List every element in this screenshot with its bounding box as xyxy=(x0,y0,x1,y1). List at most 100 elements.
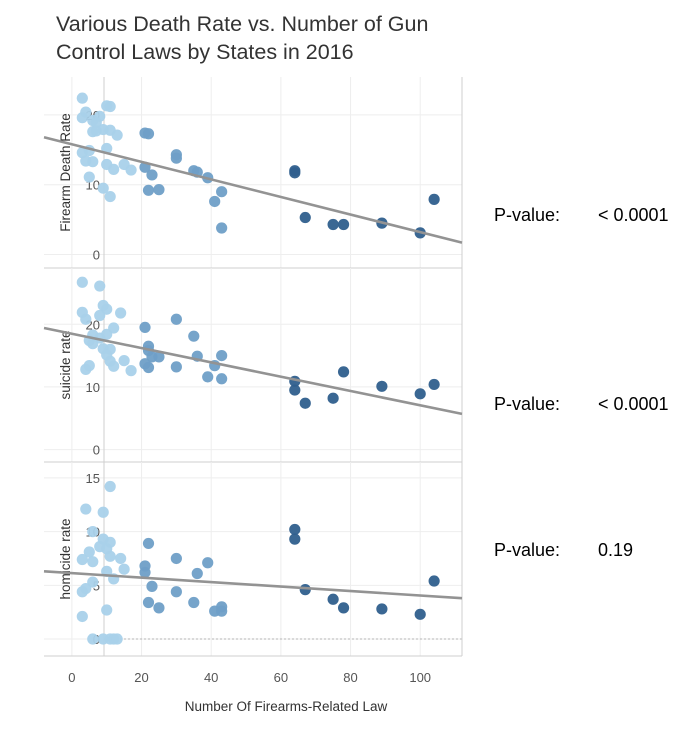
y-tick-label: 0 xyxy=(93,443,100,458)
data-point-2-11 xyxy=(87,556,99,568)
data-point-0-17 xyxy=(87,156,99,168)
data-point-1-18 xyxy=(108,360,120,372)
data-point-0-2 xyxy=(80,106,92,118)
data-point-0-29 xyxy=(142,184,155,196)
data-point-0-21 xyxy=(125,164,137,176)
data-point-1-23 xyxy=(139,321,151,333)
data-point-0-43 xyxy=(337,218,350,231)
data-point-2-45 xyxy=(376,603,388,615)
pvalue-label-suicide: P-value: xyxy=(494,394,561,414)
data-point-2-2 xyxy=(97,506,109,518)
pvalue-label-firearm: P-value: xyxy=(494,205,561,225)
data-point-1-41 xyxy=(327,392,339,404)
data-point-2-20 xyxy=(76,610,88,623)
data-point-2-3 xyxy=(87,526,99,538)
data-point-2-35 xyxy=(191,567,203,580)
data-point-0-5 xyxy=(94,110,106,122)
data-point-1-19 xyxy=(118,355,130,367)
data-point-1-29 xyxy=(142,361,155,374)
chart-title: Various Death Rate vs. Number of Gun Con… xyxy=(56,12,429,64)
data-point-2-8 xyxy=(83,546,95,558)
data-point-1-27 xyxy=(153,351,165,363)
data-point-2-30 xyxy=(142,596,155,609)
data-point-2-31 xyxy=(153,602,165,614)
data-point-1-45 xyxy=(428,378,440,391)
data-point-2-21 xyxy=(87,633,99,645)
data-point-2-12 xyxy=(115,552,127,565)
data-point-2-32 xyxy=(170,552,182,565)
data-point-2-43 xyxy=(327,593,339,605)
data-point-0-0 xyxy=(76,92,88,104)
y-tick-label: 10 xyxy=(86,380,100,395)
data-point-1-37 xyxy=(216,373,228,385)
data-point-2-0 xyxy=(104,480,116,493)
data-point-1-39 xyxy=(289,384,301,396)
data-point-0-26 xyxy=(142,128,155,140)
y-tick-label: 15 xyxy=(86,471,100,486)
data-point-2-36 xyxy=(202,557,214,569)
x-tick-label: 20 xyxy=(134,670,148,685)
data-point-1-42 xyxy=(337,366,350,378)
data-point-0-32 xyxy=(170,152,182,164)
data-point-1-1 xyxy=(94,280,106,292)
x-tick-label: 80 xyxy=(343,670,357,685)
data-point-1-32 xyxy=(188,330,200,342)
data-point-0-37 xyxy=(216,186,228,198)
x-tick-label: 40 xyxy=(204,670,218,685)
data-point-0-24 xyxy=(104,190,116,203)
data-point-2-46 xyxy=(414,608,426,620)
data-point-1-40 xyxy=(299,397,311,409)
data-point-1-0 xyxy=(76,276,88,288)
data-point-1-31 xyxy=(170,361,182,373)
data-point-1-6 xyxy=(115,307,127,319)
data-point-2-25 xyxy=(111,633,123,645)
data-point-0-7 xyxy=(104,100,116,113)
data-point-1-7 xyxy=(80,313,92,325)
y-axis-title: Firearm Death Rate xyxy=(58,113,73,232)
data-point-1-36 xyxy=(216,350,228,362)
data-point-0-36 xyxy=(209,195,221,208)
data-point-1-44 xyxy=(414,388,426,400)
data-point-0-22 xyxy=(83,171,95,183)
data-point-2-39 xyxy=(216,605,228,617)
y-axis-title: homicide rate xyxy=(58,518,73,599)
y-tick-label: 0 xyxy=(93,248,100,263)
data-point-0-23 xyxy=(97,182,109,194)
x-tick-label: 60 xyxy=(274,670,288,685)
data-point-2-28 xyxy=(139,566,151,579)
data-point-1-34 xyxy=(202,371,214,383)
data-point-2-26 xyxy=(142,537,155,550)
trend-line-1 xyxy=(43,326,463,416)
data-point-0-40 xyxy=(289,167,301,179)
data-point-2-18 xyxy=(76,586,88,598)
data-point-1-5 xyxy=(94,309,106,322)
data-point-2-33 xyxy=(170,586,182,598)
data-point-0-46 xyxy=(428,193,440,205)
data-point-0-38 xyxy=(216,222,228,234)
data-point-2-14 xyxy=(118,563,130,575)
pvalue-firearm: < 0.0001 xyxy=(598,205,669,225)
trend-line-2 xyxy=(43,570,463,600)
data-point-2-47 xyxy=(428,575,440,587)
data-point-2-29 xyxy=(146,580,158,592)
trend-line-0 xyxy=(43,135,463,244)
pvalue-label-homicide: P-value: xyxy=(494,540,561,560)
data-point-0-42 xyxy=(327,218,339,231)
data-point-2-40 xyxy=(289,523,301,536)
data-point-2-34 xyxy=(188,596,200,609)
data-point-2-10 xyxy=(76,553,88,566)
x-tick-label: 0 xyxy=(68,670,75,685)
pvalue-homicide: 0.19 xyxy=(598,540,634,560)
data-point-2-1 xyxy=(80,503,92,515)
data-point-0-30 xyxy=(153,184,165,196)
data-point-0-28 xyxy=(146,169,158,181)
data-point-0-12 xyxy=(111,129,123,141)
pvalue-suicide: < 0.0001 xyxy=(598,394,669,414)
data-point-1-20 xyxy=(125,365,137,377)
data-point-2-19 xyxy=(101,604,113,616)
y-axis-title: suicide rate xyxy=(58,330,73,399)
x-axis-title: Number Of Firearms-Related Law xyxy=(185,699,388,714)
data-point-1-30 xyxy=(170,313,182,325)
